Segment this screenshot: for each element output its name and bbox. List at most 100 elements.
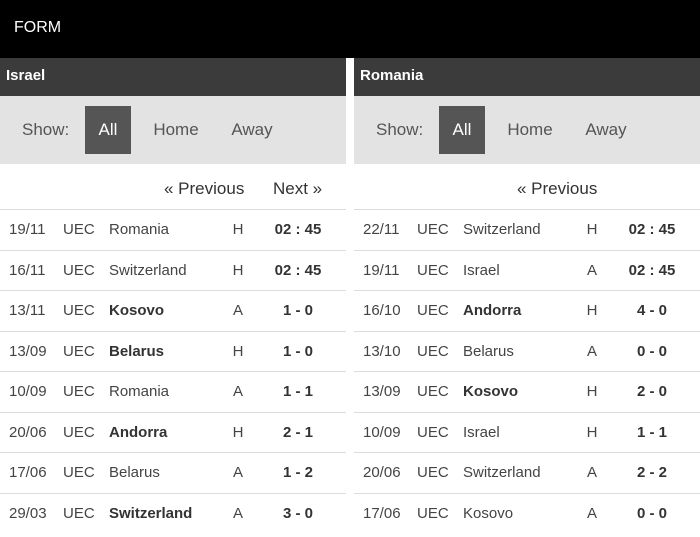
match-row[interactable]: 19/11 UEC Israel A 02 : 45 xyxy=(354,249,700,291)
match-row[interactable]: 16/11 UEC Switzerland H 02 : 45 xyxy=(0,249,346,291)
match-score: 02 : 45 xyxy=(628,221,676,238)
match-date: 19/11 xyxy=(363,261,400,279)
match-row[interactable]: 22/11 UEC Switzerland H 02 : 45 xyxy=(354,209,700,250)
match-score: 0 - 0 xyxy=(636,342,667,360)
form-header-bar: FORM xyxy=(0,0,700,58)
match-opponent: Israel xyxy=(463,423,500,441)
show-label: Show: xyxy=(376,120,424,139)
match-competition: UEC xyxy=(63,464,95,481)
match-date: 13/10 xyxy=(363,342,401,360)
match-opponent: Kosovo xyxy=(109,302,165,319)
match-score: 0 - 0 xyxy=(636,504,667,522)
match-competition: UEC xyxy=(63,221,95,238)
match-row[interactable]: 10/09 UEC Israel H 1 - 1 xyxy=(354,411,700,453)
match-venue: A xyxy=(232,464,243,481)
match-row[interactable]: 10/09 UEC Romania A 1 - 1 xyxy=(0,371,346,412)
match-opponent: Switzerland xyxy=(109,504,193,522)
match-competition: UEC xyxy=(417,302,449,319)
match-opponent: Belarus xyxy=(463,342,514,360)
match-competition: UEC xyxy=(63,342,95,360)
match-score: 02 : 45 xyxy=(274,221,322,238)
previous-link[interactable]: « Previous xyxy=(517,179,598,198)
match-competition: UEC xyxy=(63,261,95,279)
match-row[interactable]: 17/06 UEC Kosovo A 0 - 0 xyxy=(354,492,700,534)
filter-all-button[interactable]: All xyxy=(439,106,485,154)
match-venue: A xyxy=(232,302,243,319)
previous-link[interactable]: « Previous xyxy=(164,179,245,198)
match-row[interactable]: 29/03 UEC Switzerland A 3 - 0 xyxy=(0,492,346,534)
match-venue: H xyxy=(586,383,598,400)
match-date: 10/09 xyxy=(363,423,401,441)
filter-away-button[interactable]: Away xyxy=(231,120,273,139)
match-competition: UEC xyxy=(63,302,95,319)
match-row[interactable]: 13/09 UEC Belarus H 1 - 0 xyxy=(0,330,346,372)
match-score: 2 - 2 xyxy=(636,464,667,481)
match-date: 19/11 xyxy=(9,221,46,238)
match-score: 1 - 2 xyxy=(282,464,313,481)
filter-home-button[interactable]: Home xyxy=(507,120,553,139)
match-venue: A xyxy=(586,261,597,279)
match-opponent: Switzerland xyxy=(109,261,187,279)
match-row[interactable]: 13/10 UEC Belarus A 0 - 0 xyxy=(354,330,700,372)
match-opponent: Belarus xyxy=(109,342,165,360)
match-list: 19/11 UEC Romania H 02 : 45 16/11 UEC Switzerla… xyxy=(0,209,346,533)
show-label: Show: xyxy=(22,120,70,139)
match-date: 29/03 xyxy=(9,504,47,522)
match-competition: UEC xyxy=(417,342,449,360)
match-row[interactable]: 17/06 UEC Belarus A 1 - 2 xyxy=(0,452,346,493)
match-row[interactable]: 20/06 UEC Switzerland A 2 - 2 xyxy=(354,452,700,493)
match-opponent: Andorra xyxy=(463,302,522,319)
match-venue: H xyxy=(586,423,598,441)
match-score: 1 - 1 xyxy=(636,423,667,441)
team-name-bar: Israel xyxy=(0,58,346,96)
filter-bar: Show: All Home Away xyxy=(354,96,700,164)
match-row[interactable]: 16/10 UEC Andorra H 4 - 0 xyxy=(354,290,700,331)
match-score: 1 - 1 xyxy=(282,383,313,400)
match-competition: UEC xyxy=(417,261,449,279)
pager: « Previous xyxy=(354,164,700,209)
filter-home-button[interactable]: Home xyxy=(153,120,199,139)
match-opponent: Andorra xyxy=(109,423,168,441)
match-date: 10/09 xyxy=(9,383,47,400)
match-date: 13/09 xyxy=(363,383,401,400)
match-venue: H xyxy=(232,221,244,238)
match-row[interactable]: 13/09 UEC Kosovo H 2 - 0 xyxy=(354,371,700,412)
match-opponent: Kosovo xyxy=(463,504,514,522)
match-score: 1 - 0 xyxy=(282,302,313,319)
match-venue: H xyxy=(232,261,244,279)
team-name-bar: Romania xyxy=(354,58,700,96)
match-date: 20/06 xyxy=(363,464,401,481)
match-venue: H xyxy=(586,302,598,319)
match-competition: UEC xyxy=(63,383,95,400)
match-competition: UEC xyxy=(417,504,449,522)
team-name: Israel xyxy=(6,67,46,84)
match-competition: UEC xyxy=(63,504,95,522)
next-link[interactable]: Next » xyxy=(273,179,323,198)
match-venue: H xyxy=(232,423,244,441)
filter-all-button[interactable]: All xyxy=(85,106,131,154)
match-competition: UEC xyxy=(417,464,449,481)
match-row[interactable]: 13/11 UEC Kosovo A 1 - 0 xyxy=(0,290,346,331)
team-name: Romania xyxy=(360,67,424,84)
match-row[interactable]: 19/11 UEC Romania H 02 : 45 xyxy=(0,209,346,250)
match-venue: H xyxy=(232,342,244,360)
match-score: 3 - 0 xyxy=(282,504,313,522)
match-competition: UEC xyxy=(417,221,449,238)
match-row[interactable]: 20/06 UEC Andorra H 2 - 1 xyxy=(0,411,346,453)
match-opponent: Switzerland xyxy=(463,464,541,481)
match-date: 17/06 xyxy=(9,464,47,481)
match-competition: UEC xyxy=(417,423,449,441)
match-list: 22/11 UEC Switzerland H 02 : 45 19/11 UEC Israe… xyxy=(354,209,700,533)
match-opponent: Israel xyxy=(463,261,500,279)
form-title: FORM xyxy=(14,19,62,36)
match-competition: UEC xyxy=(417,383,449,400)
pager: « Previous Next » xyxy=(0,164,346,209)
match-score: 4 - 0 xyxy=(636,302,667,319)
match-date: 13/11 xyxy=(9,302,46,319)
match-venue: H xyxy=(586,221,598,238)
filter-away-button[interactable]: Away xyxy=(585,120,627,139)
match-score: 2 - 0 xyxy=(636,383,667,400)
match-venue: A xyxy=(232,383,243,400)
match-date: 22/11 xyxy=(363,221,400,238)
match-date: 16/11 xyxy=(9,261,46,279)
